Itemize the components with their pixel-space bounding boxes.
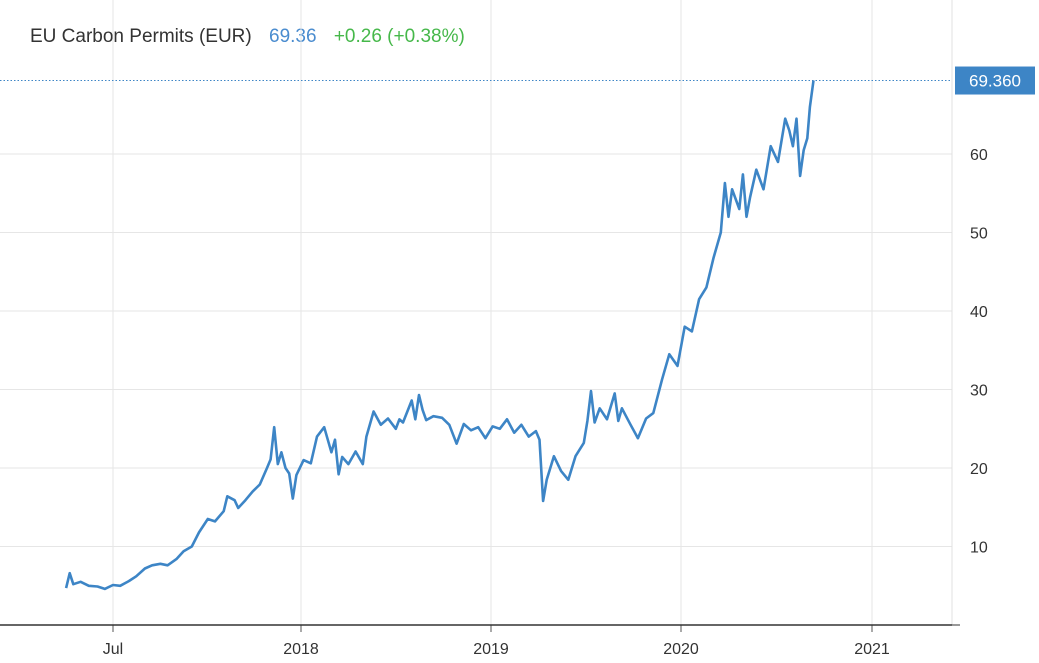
series-layer [0,80,952,591]
last-price-box [955,66,1035,95]
instrument-name: EU Carbon Permits (EUR) [30,26,252,47]
y-tick-label: 10 [970,540,988,557]
x-tick-label: 2018 [283,641,319,658]
x-tick-label: 2020 [663,641,699,658]
series-line[interactable] [64,80,815,591]
x-tick-label: Jul [103,641,123,658]
y-tick-label: 50 [970,226,988,243]
y-tick-label: 40 [970,304,988,321]
last-price-label: 69.360 [969,72,1021,91]
current-price: 69.36 [269,26,317,47]
axes [0,0,960,632]
y-tick-label: 60 [970,147,988,164]
x-tick-label: 2019 [473,641,509,658]
price-change: +0.26 (+0.38%) [333,26,465,47]
chart-header: EU Carbon Permits (EUR) 69.36 +0.26 (+0.… [30,26,477,48]
grid [0,0,952,625]
y-tick-label: 30 [970,383,988,400]
labels: 10 20 30 40 50 60 Jul 2018 2019 2020 2021 69.360 [103,66,1035,658]
y-tick-label: 20 [970,461,988,478]
x-tick-label: 2021 [854,641,890,658]
